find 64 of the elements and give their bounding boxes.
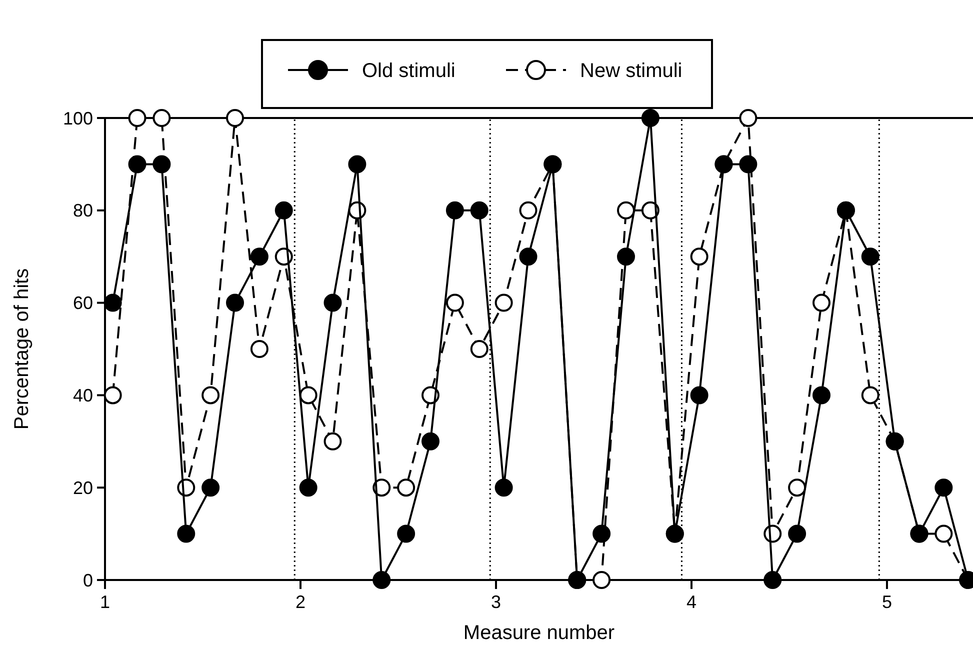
point bbox=[177, 524, 196, 543]
point bbox=[519, 248, 538, 266]
point bbox=[739, 155, 758, 174]
point bbox=[934, 524, 953, 543]
point bbox=[861, 248, 880, 266]
point bbox=[934, 478, 953, 497]
point bbox=[202, 478, 220, 497]
point bbox=[690, 248, 708, 266]
point bbox=[470, 340, 488, 358]
point bbox=[324, 432, 342, 450]
point bbox=[104, 294, 122, 312]
point bbox=[324, 294, 342, 312]
point bbox=[397, 478, 416, 497]
point bbox=[250, 340, 268, 358]
point bbox=[226, 294, 244, 312]
y-tick-label: 0 bbox=[82, 570, 93, 590]
point bbox=[494, 478, 513, 497]
point bbox=[128, 155, 146, 174]
point bbox=[152, 109, 171, 127]
point bbox=[422, 432, 440, 450]
point bbox=[690, 386, 708, 404]
y-tick-label: 80 bbox=[72, 200, 93, 221]
point bbox=[812, 386, 830, 404]
point bbox=[299, 478, 318, 497]
point bbox=[616, 201, 635, 220]
point bbox=[788, 524, 806, 543]
point bbox=[226, 109, 244, 127]
point bbox=[446, 201, 464, 220]
point bbox=[641, 109, 660, 127]
x-tick-label: 5 bbox=[882, 592, 892, 612]
y-tick-label: 40 bbox=[72, 386, 93, 406]
point bbox=[128, 109, 146, 127]
point bbox=[470, 201, 488, 220]
point bbox=[494, 294, 513, 312]
point bbox=[348, 155, 366, 174]
point bbox=[202, 386, 220, 404]
x-tick-label: 4 bbox=[686, 592, 696, 612]
legend-label: Old stimuli bbox=[362, 60, 456, 82]
point bbox=[861, 386, 880, 404]
x-tick-label: 2 bbox=[295, 592, 306, 612]
y-tick-label: 100 bbox=[62, 108, 93, 128]
point bbox=[812, 294, 830, 312]
x-tick-label: 1 bbox=[100, 592, 110, 612]
y-tick-label: 20 bbox=[72, 478, 93, 498]
point bbox=[519, 201, 538, 220]
point bbox=[788, 478, 806, 497]
point bbox=[592, 524, 611, 543]
y-axis-title: Percentage of hits bbox=[11, 268, 33, 430]
point bbox=[250, 248, 268, 266]
point bbox=[592, 571, 611, 589]
y-tick-label: 60 bbox=[72, 293, 93, 314]
point bbox=[299, 386, 318, 404]
point bbox=[274, 201, 293, 220]
x-axis-title: Measure number bbox=[463, 622, 615, 644]
point bbox=[764, 571, 782, 589]
point bbox=[397, 524, 416, 543]
point bbox=[739, 109, 758, 127]
point bbox=[446, 294, 464, 312]
point bbox=[152, 155, 171, 174]
point bbox=[616, 248, 635, 266]
legend-label: New stimuli bbox=[580, 60, 682, 82]
point bbox=[372, 571, 391, 589]
point bbox=[104, 386, 122, 404]
x-tick-label: 3 bbox=[490, 592, 501, 612]
